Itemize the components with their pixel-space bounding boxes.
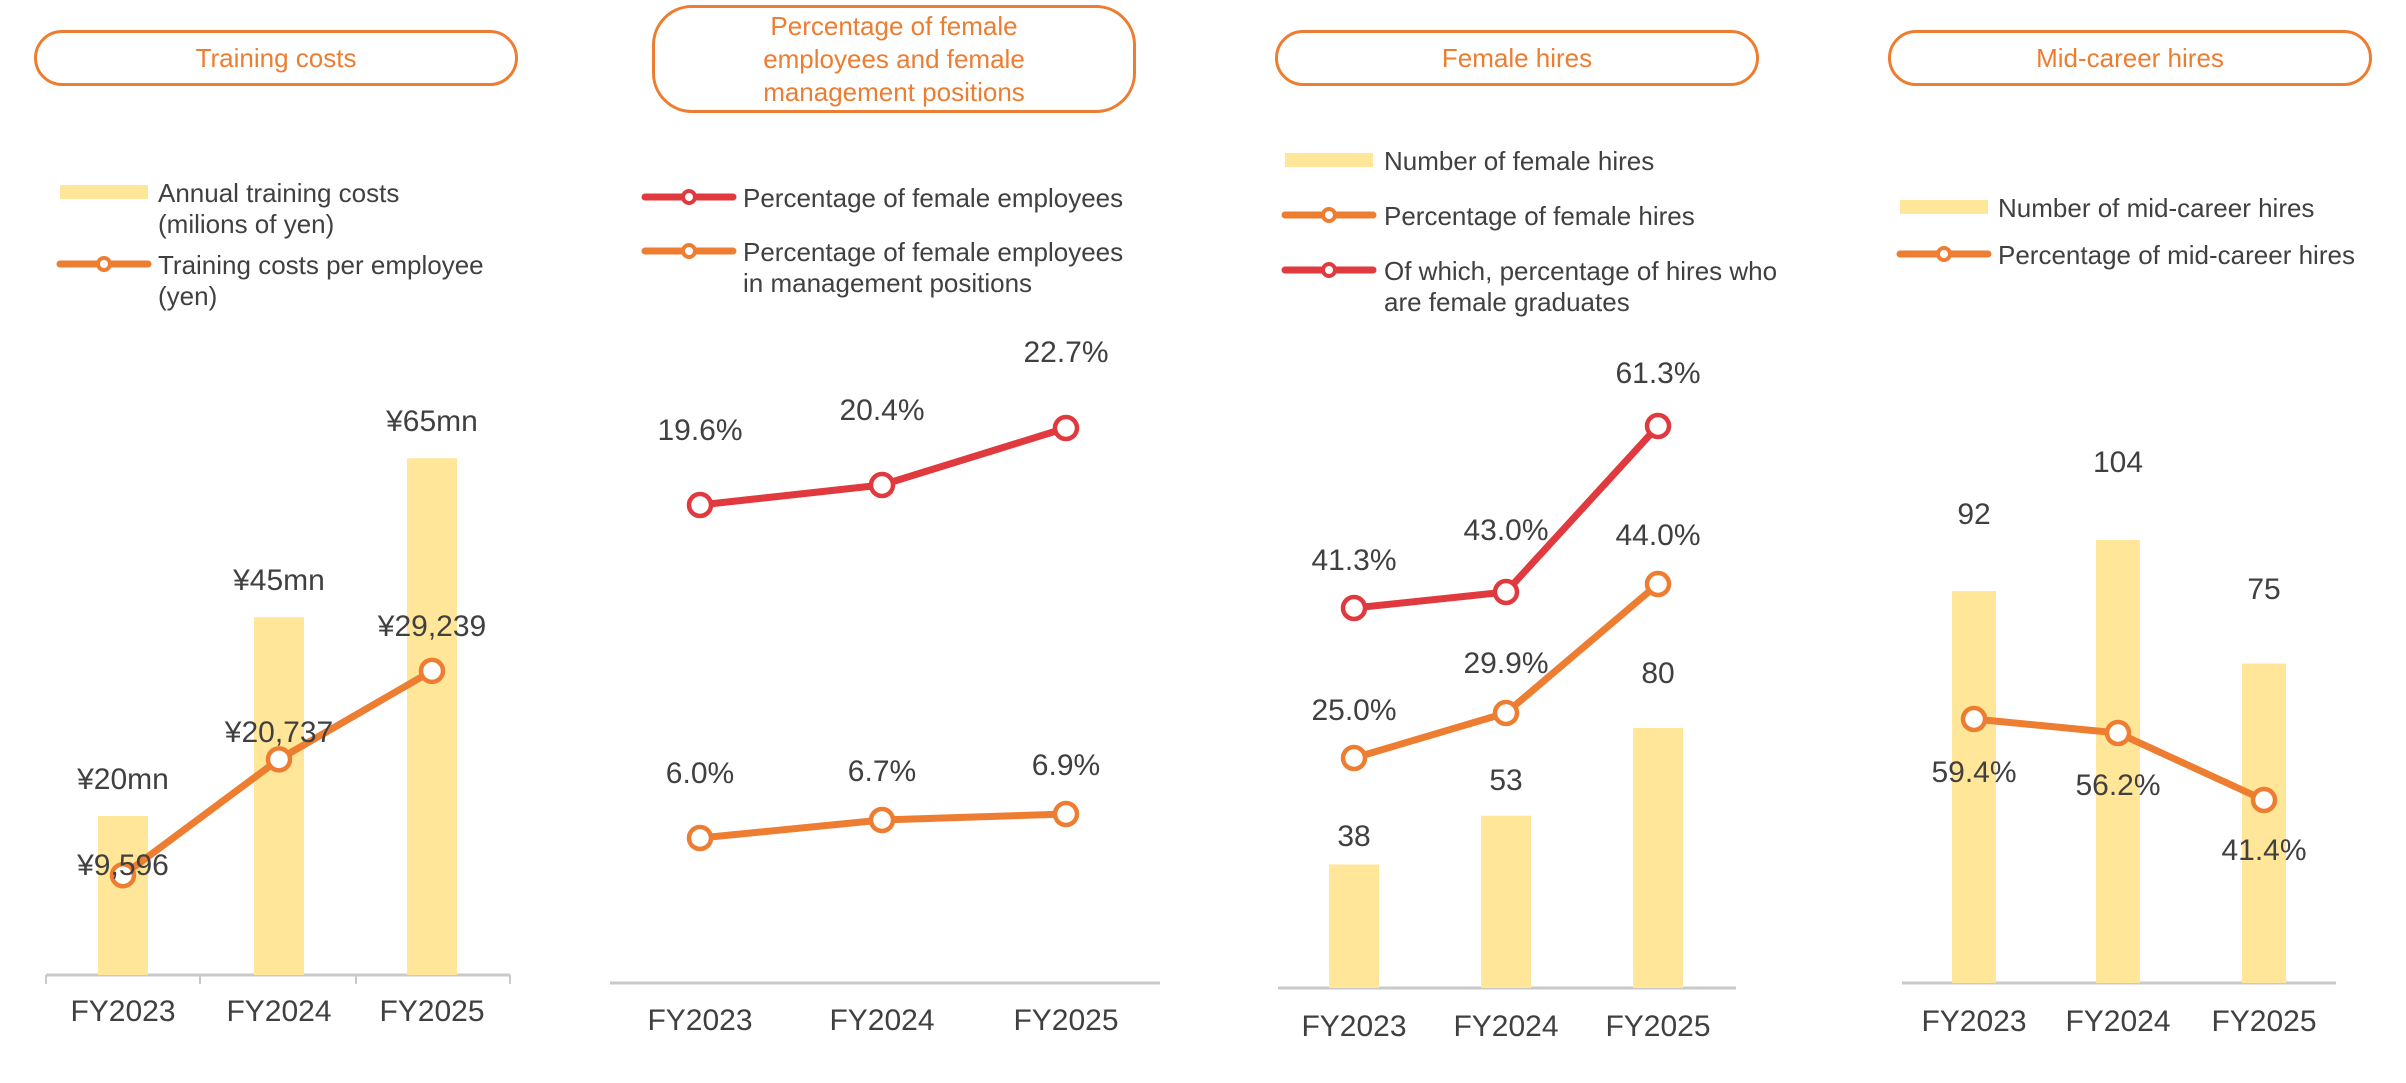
x-tick-label: FY2023 — [647, 1004, 752, 1037]
line-data-label: 25.0% — [1311, 694, 1396, 727]
legend-swatch-bar — [1900, 200, 1988, 214]
legend-swatch-marker — [1321, 262, 1337, 278]
chart-title-3: Female hires — [1275, 30, 1759, 86]
bar — [98, 816, 148, 975]
bar-data-label: ¥65mn — [385, 405, 478, 438]
line-data-label: ¥29,239 — [377, 610, 486, 643]
line-data-label: 41.3% — [1311, 544, 1396, 577]
line-data-label: 20.4% — [839, 394, 924, 427]
line-point — [868, 806, 896, 834]
legend-swatch-marker — [681, 189, 697, 205]
bar — [254, 617, 304, 975]
line-point — [109, 861, 137, 889]
bar — [2096, 539, 2140, 983]
legend-label: Percentage of mid-career hires — [1998, 240, 2355, 270]
line-point — [1340, 594, 1368, 622]
chart-title-text: Female hires — [1441, 42, 1593, 73]
line-point — [686, 491, 714, 519]
bar-data-label: 53 — [1489, 764, 1522, 797]
line-point — [1492, 699, 1520, 727]
x-tick-label: FY2025 — [1013, 1004, 1118, 1037]
x-tick-label: FY2023 — [70, 995, 175, 1028]
chart-title-text: Mid-career hires — [2036, 42, 2224, 73]
line-data-label: 6.0% — [666, 757, 734, 790]
legend-swatch-marker — [1936, 246, 1952, 262]
line-point — [1960, 705, 1988, 733]
bar-data-label: 92 — [1957, 498, 1990, 531]
legend-label: Number of mid-career hires — [1998, 193, 2314, 223]
line-point — [265, 746, 293, 773]
legend-swatch-bar — [60, 185, 148, 199]
line-data-label: 22.7% — [1023, 336, 1108, 369]
line-point — [2104, 719, 2132, 747]
x-tick-label: FY2023 — [1301, 1010, 1406, 1043]
legend-swatch-marker — [681, 243, 697, 259]
x-tick-label: FY2025 — [1605, 1010, 1710, 1043]
chart-title-text: Percentage of female employees and femal… — [763, 10, 1025, 107]
line-data-label: 56.2% — [2075, 769, 2160, 802]
bar-data-label: ¥45mn — [232, 564, 325, 597]
line-point — [1052, 800, 1080, 828]
bar — [2242, 663, 2286, 983]
chart-title-1: Training costs — [34, 30, 518, 86]
line-data-label: 6.9% — [1032, 749, 1100, 782]
line-data-label: 44.0% — [1615, 519, 1700, 552]
x-tick-label: FY2025 — [2211, 1005, 2316, 1038]
line-point — [2250, 786, 2278, 814]
line-point — [418, 657, 446, 685]
line-point — [1052, 414, 1080, 442]
legend-label: Of which, percentage of hires who are fem… — [1384, 256, 1777, 317]
legend-label: Percentage of female employees — [743, 183, 1123, 213]
chart-title-4: Mid-career hires — [1888, 30, 2372, 86]
line-point — [1644, 570, 1672, 598]
line-data-label: 43.0% — [1463, 514, 1548, 547]
bar-data-label: 38 — [1337, 820, 1370, 853]
line-data-label: ¥9,596 — [76, 849, 169, 882]
legend-label: Number of female hires — [1384, 146, 1654, 176]
line-point — [868, 471, 896, 499]
bar-data-label: ¥20mn — [76, 763, 169, 796]
line-data-label: 61.3% — [1615, 357, 1700, 390]
x-tick-label: FY2024 — [829, 1004, 934, 1037]
x-tick-label: FY2024 — [2065, 1005, 2170, 1038]
legend-label: Percentage of female hires — [1384, 201, 1695, 231]
line-point — [1644, 412, 1672, 440]
line-data-label: 6.7% — [848, 755, 916, 788]
line-data-label: 59.4% — [1931, 756, 2016, 789]
legend-label: Annual training costs (milions of yen) — [158, 178, 399, 239]
bar-data-label: 80 — [1641, 657, 1674, 690]
bar-data-label: 75 — [2247, 573, 2280, 606]
line-data-label: ¥20,737 — [224, 716, 333, 749]
legend-swatch-marker — [96, 256, 112, 272]
x-tick-label: FY2023 — [1921, 1005, 2026, 1038]
x-tick-label: FY2024 — [1453, 1010, 1558, 1043]
line-point — [1492, 578, 1520, 606]
line-point — [1340, 744, 1368, 772]
bar — [1633, 728, 1683, 988]
x-tick-label: FY2024 — [226, 995, 331, 1028]
bar-data-label: 104 — [2093, 446, 2143, 479]
legend-label: Percentage of female employees in managem… — [743, 237, 1123, 298]
chart-title-2: Percentage of female employees and femal… — [652, 5, 1136, 113]
chart-title-text: Training costs — [195, 42, 357, 73]
bar — [1329, 864, 1379, 988]
x-tick-label: FY2025 — [379, 995, 484, 1028]
line-data-label: 19.6% — [657, 414, 742, 447]
line-point — [686, 824, 714, 852]
bar — [407, 458, 457, 975]
line-data-label: 29.9% — [1463, 647, 1548, 680]
bar — [1481, 815, 1531, 988]
legend-swatch-marker — [1321, 207, 1337, 223]
bar — [1952, 591, 1996, 983]
line-data-label: 41.4% — [2221, 834, 2306, 867]
legend-swatch-bar — [1285, 153, 1373, 167]
legend-label: Training costs per employee (yen) — [158, 250, 484, 311]
